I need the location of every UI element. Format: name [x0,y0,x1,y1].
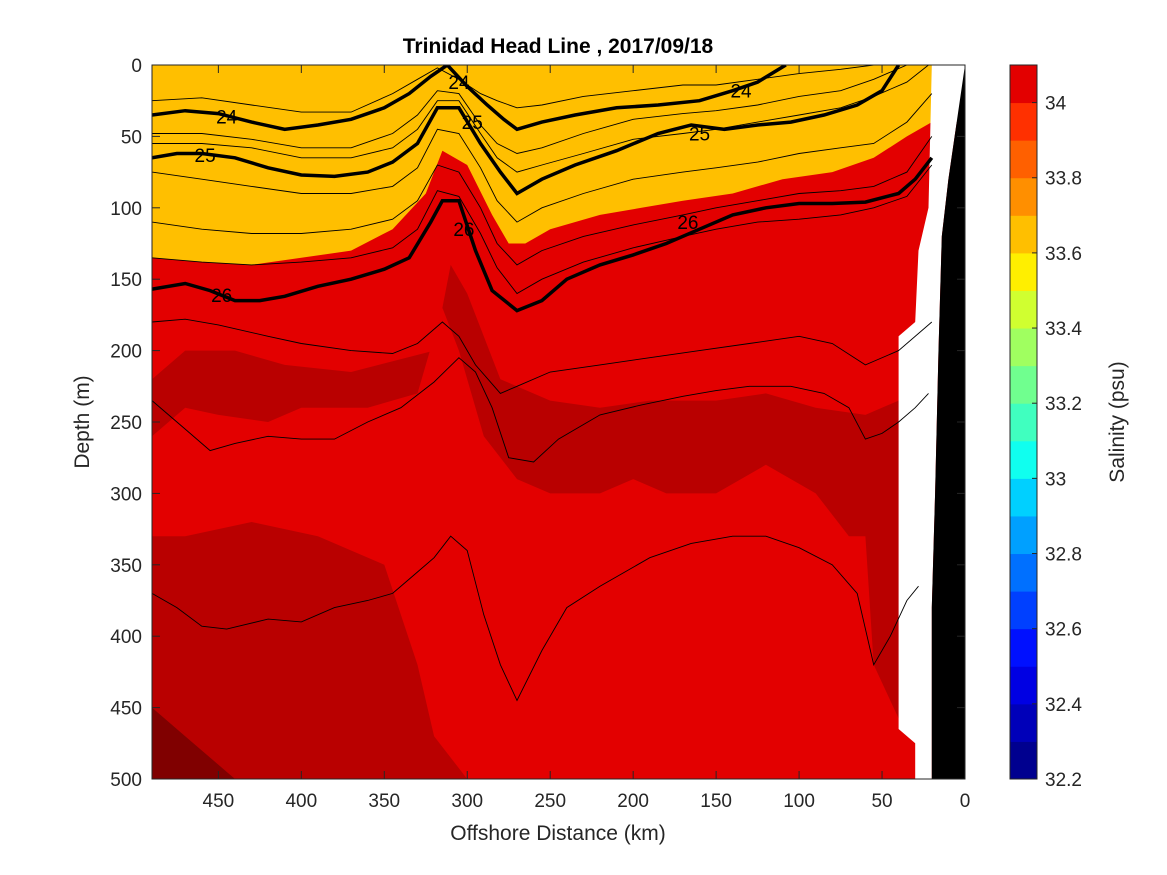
colorbar-tick-label-7: 33.6 [1045,244,1082,265]
colorbar-frame [1009,64,1038,780]
y-axis-label: Depth (m) [71,375,94,468]
contour-label-4: 25 [462,113,483,134]
colorbar-level-9 [1010,403,1037,442]
seafloor-mask [931,65,965,779]
y-tick-label-10: 500 [110,770,142,791]
colorbar-level-16 [1010,140,1037,179]
x-tick-label-5: 200 [617,791,649,812]
y-tick-label-7: 350 [110,556,142,577]
thin-contour-6 [152,318,933,394]
contour-label-0: 24 [216,107,238,128]
sigma-contour-26 [152,156,934,313]
thin-contour-1 [152,65,908,154]
x-tick-label-8: 50 [871,791,892,812]
x-tick-label-3: 300 [451,791,483,812]
thin-contour-2 [152,65,929,173]
x-tick-label-1: 400 [285,791,317,812]
colorbar-tick-label-2: 32.6 [1045,620,1082,641]
y-axis: 0 50 100 150 200 250 300 350 400 450 500 [110,56,965,791]
thin-contour-5 [152,164,933,295]
thin-contour-8 [152,535,919,702]
y-tick-label-0: 0 [131,56,142,77]
colorbar-level-0 [1010,741,1037,780]
colorbar-level-13 [1010,252,1037,291]
colorbar-tick-label-5: 33.2 [1045,394,1082,415]
chart-title: Trinidad Head Line , 2017/09/18 [403,35,714,58]
colorbar-level-6 [1010,515,1037,555]
x-tick-label-9: 0 [960,791,971,812]
colorbar-level-4 [1010,591,1037,630]
thin-contour-4 [152,136,933,266]
y-tick-label-1: 50 [121,127,142,148]
colorbar-level-7 [1010,478,1037,517]
contour-label-2: 24 [730,82,752,103]
y-tick-label-4: 200 [110,342,142,363]
colorbar-tick-label-8: 33.8 [1045,169,1082,190]
sigma-contour-24 [152,65,787,132]
contour-label-7: 26 [453,220,474,241]
x-axis-label: Offshore Distance (km) [450,822,666,845]
colorbar: 32.2 32.4 32.6 32.8 33 33.2 33.4 33.6 33.8 34 [1009,64,1082,791]
thin-contour-7 [152,357,929,463]
contour-label-6: 26 [211,286,232,307]
salinity-region-4 [152,307,932,779]
thin-contour-0 [152,65,899,113]
y-tick-label-5: 250 [110,413,142,434]
colorbar-level-10 [1010,365,1037,404]
colorbar-level-5 [1010,553,1037,592]
colorbar-level-18 [1010,65,1037,104]
colorbar-level-8 [1010,440,1037,479]
x-axis: 450 400 350 300 250 200 150 100 50 0 [203,65,971,812]
y-tick-label-8: 400 [110,627,142,648]
colorbar-level-12 [1010,290,1037,329]
colorbar-tick-label-1: 32.4 [1045,695,1082,716]
y-tick-label-3: 150 [110,270,142,291]
thin-contour-3 [152,93,933,223]
x-tick-label-7: 100 [783,791,815,812]
colorbar-tick-label-9: 34 [1045,94,1067,115]
colorbar-level-2 [1010,666,1037,705]
x-tick-label-2: 350 [368,791,400,812]
x-tick-label-0: 450 [203,791,235,812]
contour-label-1: 24 [448,73,470,94]
y-tick-label-2: 100 [110,199,142,220]
colorbar-level-1 [1010,703,1037,742]
contour-label-8: 26 [677,213,698,234]
colorbar-level-15 [1010,177,1037,216]
colorbar-level-11 [1010,328,1037,367]
colorbar-level-17 [1010,102,1037,141]
y-tick-label-6: 300 [110,484,142,505]
no-data-mask [898,65,965,779]
colorbar-tick-label-6: 33.4 [1045,319,1082,340]
x-tick-label-6: 150 [700,791,732,812]
x-tick-label-4: 250 [534,791,566,812]
contour-label-5: 25 [689,125,710,146]
colorbar-level-3 [1010,628,1037,667]
colorbar-tick-label-4: 33 [1045,469,1066,490]
colorbar-tick-label-0: 32.2 [1045,770,1082,791]
sigma-contour-25 [152,65,901,196]
colorbar-level-14 [1010,215,1037,254]
colorbar-label: Salinity (psu) [1106,361,1129,482]
colorbar-tick-label-3: 32.8 [1045,545,1082,566]
y-tick-label-9: 450 [110,699,142,720]
contour-label-3: 25 [195,146,216,167]
